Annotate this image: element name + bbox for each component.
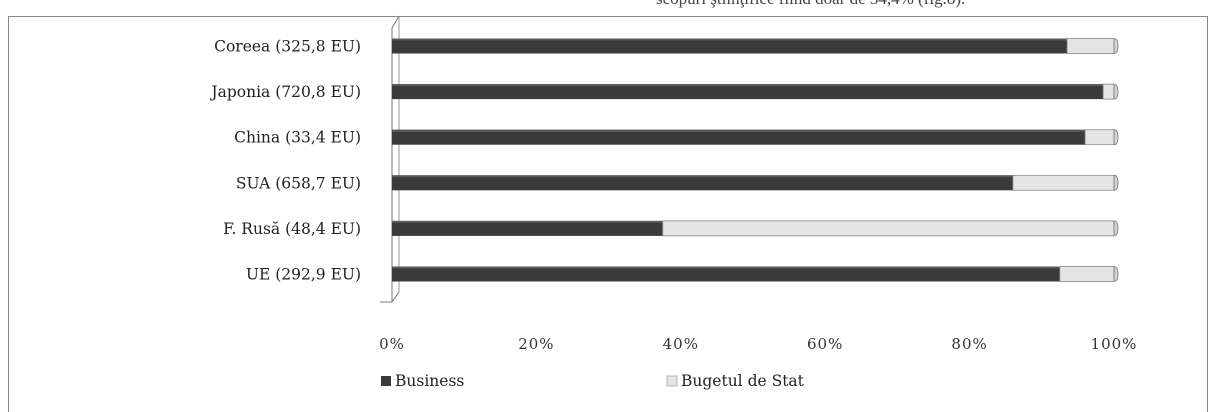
category-label-0: Coreea (325,8 EU) bbox=[214, 38, 361, 56]
cut-off-text: scopuri ştiinţifice fiind doar de 34,4% … bbox=[656, 0, 965, 9]
legend-swatch-0 bbox=[381, 376, 391, 386]
bar-business-highlight-5 bbox=[392, 266, 1060, 269]
axis-layer bbox=[380, 15, 400, 303]
bar-business-highlight-3 bbox=[392, 175, 1013, 178]
bar-business-highlight-4 bbox=[392, 220, 663, 223]
bar-bugetul-2 bbox=[1084, 129, 1115, 146]
bar-end-cap-5 bbox=[1113, 266, 1119, 282]
category-label-1: Japonia (720,8 EU) bbox=[209, 83, 361, 101]
legend-swatch-1 bbox=[666, 375, 678, 387]
bar-business-2 bbox=[392, 129, 1086, 145]
legend-item-1: Bugetul de Stat bbox=[666, 372, 805, 390]
bar-business-5 bbox=[392, 266, 1060, 282]
bar-business-4 bbox=[392, 220, 663, 236]
bar-business-1 bbox=[392, 84, 1104, 100]
bar-row-5 bbox=[392, 266, 1119, 282]
x-tick-labels: 0% 20% 40% 60% 80% 100% bbox=[379, 335, 1138, 353]
category-label-2: China (33,4 EU) bbox=[234, 129, 361, 147]
bar-row-2 bbox=[392, 129, 1119, 146]
x-tick-label-3: 60% bbox=[807, 335, 843, 353]
legend: Business Bugetul de Stat bbox=[381, 372, 805, 390]
bar-bugetul-4 bbox=[662, 220, 1115, 237]
category-label-3: SUA (658,7 EU) bbox=[236, 174, 361, 192]
bar-row-4 bbox=[392, 220, 1119, 237]
bar-bugetul-0 bbox=[1066, 38, 1115, 54]
y-axis-top-bevel bbox=[391, 15, 400, 29]
bar-business-highlight-1 bbox=[392, 84, 1104, 87]
bar-business-0 bbox=[392, 38, 1068, 54]
legend-label-1: Bugetul de Stat bbox=[681, 372, 805, 390]
bar-bugetul-3 bbox=[1012, 174, 1115, 191]
x-tick-label-0: 0% bbox=[379, 335, 405, 353]
bar-business-highlight-0 bbox=[392, 38, 1068, 41]
x-tick-label-4: 80% bbox=[951, 335, 987, 353]
category-label-5: UE (292,9 EU) bbox=[246, 266, 361, 284]
legend-label-0: Business bbox=[395, 372, 464, 390]
bar-business-3 bbox=[392, 175, 1013, 191]
bar-row-3 bbox=[392, 174, 1119, 191]
category-label-4: F. Rusă (48,4 EU) bbox=[223, 220, 361, 238]
legend-item-0: Business bbox=[381, 372, 464, 390]
category-labels: Coreea (325,8 EU) Japonia (720,8 EU) China… bbox=[209, 38, 361, 284]
bar-bugetul-1 bbox=[1102, 83, 1115, 100]
x-tick-label-1: 20% bbox=[518, 335, 554, 353]
bar-end-cap-0 bbox=[1113, 38, 1119, 54]
bar-row-1 bbox=[392, 83, 1119, 100]
bars-layer bbox=[392, 38, 1119, 282]
bar-end-cap-4 bbox=[1113, 220, 1119, 237]
bar-row-0 bbox=[392, 38, 1119, 54]
bar-end-cap-1 bbox=[1113, 83, 1119, 100]
x-tick-label-2: 40% bbox=[663, 335, 699, 353]
y-axis-bottom-bevel bbox=[391, 291, 400, 303]
x-tick-label-5: 100% bbox=[1091, 335, 1138, 353]
bar-bugetul-5 bbox=[1059, 266, 1115, 282]
chart-frame bbox=[8, 16, 1208, 412]
bar-end-cap-2 bbox=[1113, 129, 1119, 146]
bar-end-cap-3 bbox=[1113, 174, 1119, 191]
bar-business-highlight-2 bbox=[392, 129, 1086, 132]
